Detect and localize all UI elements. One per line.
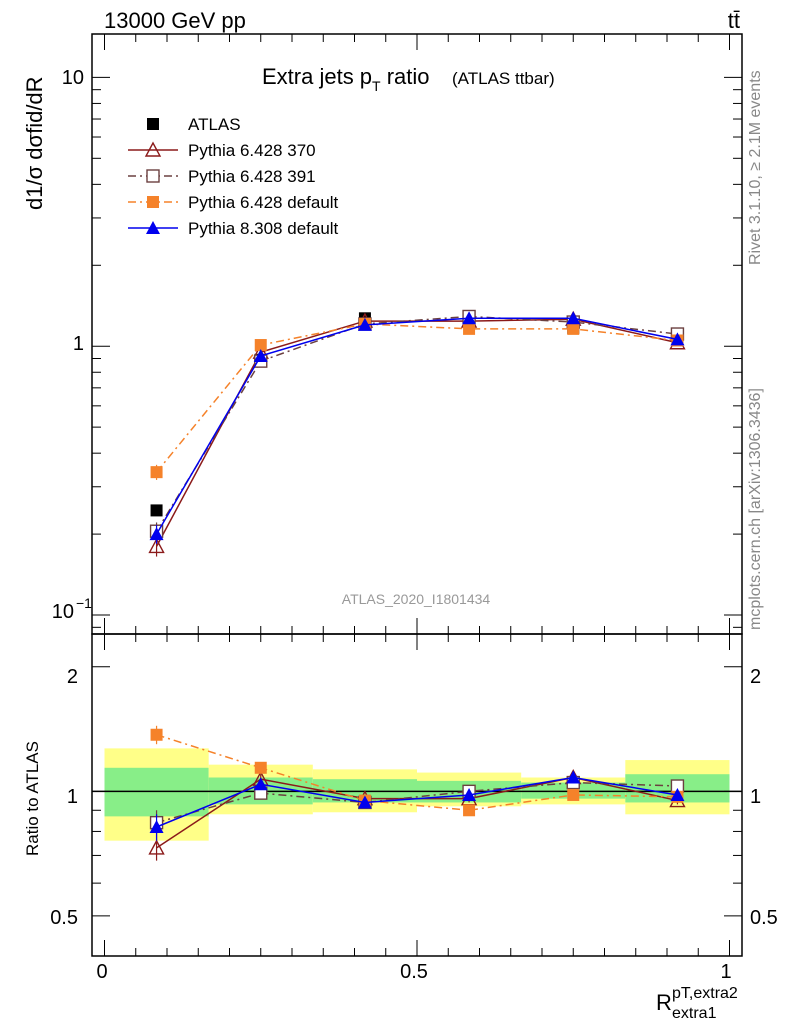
legend-marker (144, 141, 162, 157)
ratio-data-point (670, 787, 685, 801)
ratio-data-point (463, 804, 476, 817)
data-point (150, 504, 163, 517)
x-axis-label-sup: pT,extra2 (672, 985, 738, 1002)
legend-marker (146, 221, 160, 234)
chart-subtitle: (ATLAS ttbar) (452, 69, 555, 88)
data-point (463, 322, 476, 335)
x-tick-0: 0 (96, 961, 107, 983)
legend: ATLAS Pythia 6.428 370 Pythia 6.428 391 Pyt… (128, 115, 339, 238)
main-y-tick-label-10: 10 (62, 67, 84, 89)
legend-marker (146, 169, 160, 183)
ratio-y-tick-05: 0.5 (50, 907, 78, 929)
process-label: tt̄ (728, 8, 740, 33)
main-y-axis-label: d1/σ dσfid/dR (22, 76, 47, 210)
ratio-y-tick-2: 2 (67, 666, 78, 688)
energy-label: 13000 GeV pp (104, 8, 246, 33)
mcplots-label: mcplots.cern.ch [arXiv:1306.3436] (747, 388, 764, 630)
ratio-y-tick-1-right: 1 (750, 786, 761, 808)
ratio-data-point (357, 795, 372, 809)
legend-marker (147, 118, 159, 130)
main-axis-ticks (92, 34, 742, 634)
ratio-data-point (253, 777, 268, 791)
ratio-axis-ticks (92, 634, 742, 957)
ratio-data-point (462, 787, 477, 801)
data-point (462, 311, 477, 325)
ratio-series-line (156, 781, 678, 824)
main-series (148, 309, 686, 557)
series-line (155, 317, 678, 535)
ratio-y-tick-05-right: 0.5 (750, 907, 778, 929)
main-y-tick-label-01: 10 (52, 601, 74, 623)
rivet-label: Rivet 3.1.10, ≥ 2.1M events (747, 70, 764, 265)
x-tick-1: 1 (720, 961, 731, 983)
data-point (357, 317, 372, 331)
legend-label: Pythia 6.428 default (188, 193, 339, 212)
ratio-data-point (254, 761, 267, 774)
series-line (155, 315, 678, 532)
data-point (566, 311, 581, 325)
ratio-y-tick-2-right: 2 (750, 666, 761, 688)
ratio-y-axis-label: Ratio to ATLAS (23, 741, 42, 856)
legend-label: Pythia 6.428 370 (188, 141, 316, 160)
ratio-data-point (567, 788, 580, 801)
legend-marker (147, 196, 159, 208)
data-point (148, 537, 165, 554)
main-y-tick-label-01-exp: −1 (76, 595, 92, 611)
data-point (254, 339, 267, 352)
x-axis-label: R (656, 990, 672, 1015)
ratio-data-point (150, 728, 163, 741)
ratio-series-line (156, 776, 678, 828)
chart-title: Extra jets pT ratio (262, 64, 430, 94)
legend-label: Pythia 6.428 391 (188, 167, 316, 186)
legend-label: Pythia 8.308 default (188, 219, 339, 238)
analysis-label: ATLAS_2020_I1801434 (342, 591, 491, 607)
ratio-data-point (148, 839, 165, 855)
data-point (670, 332, 685, 346)
ratio-y-tick-1: 1 (67, 786, 78, 808)
data-point (253, 348, 268, 362)
x-axis-label-sub: extra1 (672, 1005, 717, 1022)
data-point (149, 527, 164, 541)
ratio-data-point (149, 819, 164, 833)
x-tick-05: 0.5 (400, 961, 428, 983)
ratio-series (148, 725, 686, 861)
legend-label: ATLAS (188, 115, 241, 134)
data-point (150, 466, 163, 479)
main-y-tick-label-1: 1 (73, 333, 84, 355)
data-point (567, 322, 580, 335)
series-line (155, 323, 678, 473)
ratio-data-point (566, 770, 581, 784)
series-line (155, 318, 678, 547)
ratio-series-line (156, 734, 678, 812)
